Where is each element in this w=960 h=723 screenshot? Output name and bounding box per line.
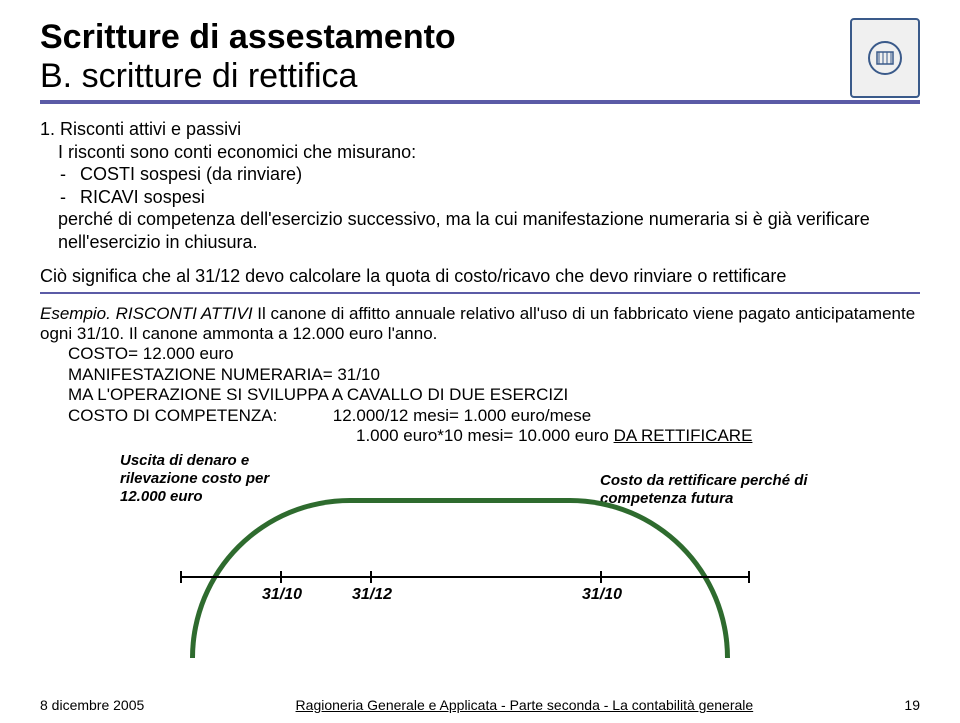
example-label: Esempio. <box>40 304 111 323</box>
conclusion-text: Ciò significa che al 31/12 devo calcolar… <box>40 265 920 288</box>
example-line-5: COSTO DI COMPETENZA: 12.000/12 mesi= 1.0… <box>40 406 920 426</box>
example-line-3: MANIFESTAZIONE NUMERARIA= 31/10 <box>40 365 920 385</box>
slide-subtitle: B. scritture di rettifica <box>40 57 920 96</box>
tick-label-2: 31/12 <box>352 586 392 604</box>
intro-text: I risconti sono conti economici che misu… <box>40 141 920 164</box>
university-logo <box>850 18 920 98</box>
example-line-2: COSTO= 12.000 euro <box>40 344 920 364</box>
example-line-6a: 1.000 euro*10 mesi= 10.000 euro <box>356 426 614 445</box>
footer-title: Ragioneria Generale e Applicata - Parte … <box>296 697 754 713</box>
example-line-6: 1.000 euro*10 mesi= 10.000 euro DA RETTI… <box>40 426 920 446</box>
tick-3 <box>600 571 602 583</box>
footer-page: 19 <box>904 697 920 713</box>
annotation-left: Uscita di denaro e rilevazione costo per… <box>120 452 300 506</box>
section-rule <box>40 292 920 294</box>
tick-2 <box>370 571 372 583</box>
list-item-1: COSTI sospesi (da rinviare) <box>40 163 920 186</box>
slide-title: Scritture di assestamento <box>40 18 920 57</box>
tick-label-3: 31/10 <box>582 586 622 604</box>
section-heading: 1. Risconti attivi e passivi <box>40 118 920 141</box>
example-line-4: MA L'OPERAZIONE SI SVILUPPA A CAVALLO DI… <box>40 385 920 405</box>
example-line-6b: DA RETTIFICARE <box>614 426 753 445</box>
timeline-axis <box>180 576 750 578</box>
example-block: Esempio. RISCONTI ATTIVI Il canone di af… <box>40 304 920 345</box>
continuation-text: perché di competenza dell'esercizio succ… <box>40 208 920 253</box>
tick-1 <box>280 571 282 583</box>
annotation-right: Costo da rettificare perché di competenz… <box>600 472 860 508</box>
arc-shape <box>190 498 730 658</box>
footer-date: 8 dicembre 2005 <box>40 697 144 713</box>
timeline-diagram: Uscita di denaro e rilevazione costo per… <box>40 452 920 612</box>
example-line-5b: 12.000/12 mesi= 1.000 euro/mese <box>333 406 591 425</box>
slide-footer: 8 dicembre 2005 Ragioneria Generale e Ap… <box>40 697 920 713</box>
tick-label-1: 31/10 <box>262 586 302 604</box>
title-rule <box>40 100 920 104</box>
example-topic: RISCONTI ATTIVI <box>116 304 253 323</box>
example-line-5a: COSTO DI COMPETENZA: <box>68 406 328 426</box>
list-item-2: RICAVI sospesi <box>40 186 920 209</box>
